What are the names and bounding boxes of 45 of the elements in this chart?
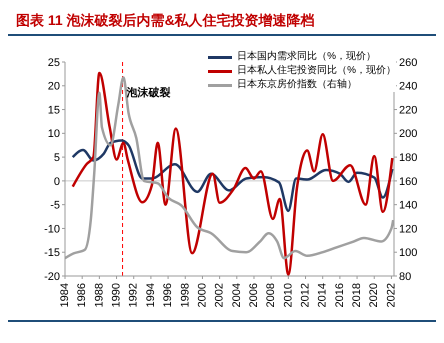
- y2-tick-label: 160: [399, 176, 418, 188]
- x-tick-label: 1990: [110, 283, 123, 308]
- y-tick-label: 15: [48, 104, 60, 116]
- y-tick-label: 25: [48, 56, 60, 69]
- legend-label: 日本私人住宅投资同比（%，现价）: [237, 64, 396, 78]
- y-tick-label: -20: [44, 270, 60, 283]
- x-tick-label: 2010: [282, 283, 294, 308]
- y2-tick-label: 140: [399, 200, 418, 212]
- x-tick-label: 2014: [316, 283, 329, 308]
- x-tick-label: 2022: [385, 283, 398, 308]
- y-tick-label: 10: [48, 128, 60, 140]
- x-tick-label: 2020: [368, 283, 380, 308]
- ref-line-label: 泡沫破裂: [126, 86, 171, 99]
- y-tick-label: -5: [50, 200, 60, 212]
- x-tick-label: 1994: [144, 283, 157, 308]
- y-tick-label: 5: [54, 152, 60, 164]
- x-tick-label: 1986: [76, 283, 88, 308]
- x-tick-label: 1988: [93, 283, 106, 308]
- x-tick-label: 2012: [300, 283, 312, 308]
- x-tick-label: 1998: [179, 283, 192, 308]
- x-tick-label: 1996: [162, 283, 174, 308]
- x-tick-label: 1992: [128, 283, 140, 308]
- x-tick-label: 2006: [248, 283, 260, 308]
- y2-tick-label: 100: [399, 247, 418, 260]
- y2-tick-label: 120: [399, 223, 418, 236]
- y2-tick-label: 260: [399, 56, 418, 69]
- x-tick-label: 1984: [59, 283, 71, 308]
- y2-tick-label: 180: [399, 152, 418, 164]
- x-tick-label: 2002: [214, 283, 226, 308]
- legend-label: 日本国内需求同比（%，现价）: [237, 50, 376, 64]
- y-tick-label: 20: [48, 80, 60, 93]
- y2-tick-label: 80: [399, 270, 412, 283]
- y-tick-label: 0: [54, 176, 60, 188]
- y2-tick-label: 220: [399, 104, 418, 116]
- x-tick-label: 2000: [196, 283, 208, 308]
- y-tick-label: -10: [44, 223, 60, 236]
- legend-label: 日本东京房价指数（右轴）: [237, 78, 358, 92]
- x-tick-label: 2018: [351, 283, 364, 308]
- x-tick-label: 2004: [230, 283, 243, 308]
- y2-tick-label: 240: [399, 80, 418, 93]
- chart-title: 图表 11 泡沫破裂后内需&私人住宅投资增速降档: [8, 8, 436, 36]
- x-tick-label: 2016: [334, 283, 346, 308]
- y-tick-label: -15: [44, 247, 60, 260]
- y2-tick-label: 200: [399, 128, 418, 140]
- x-tick-label: 2008: [265, 283, 278, 308]
